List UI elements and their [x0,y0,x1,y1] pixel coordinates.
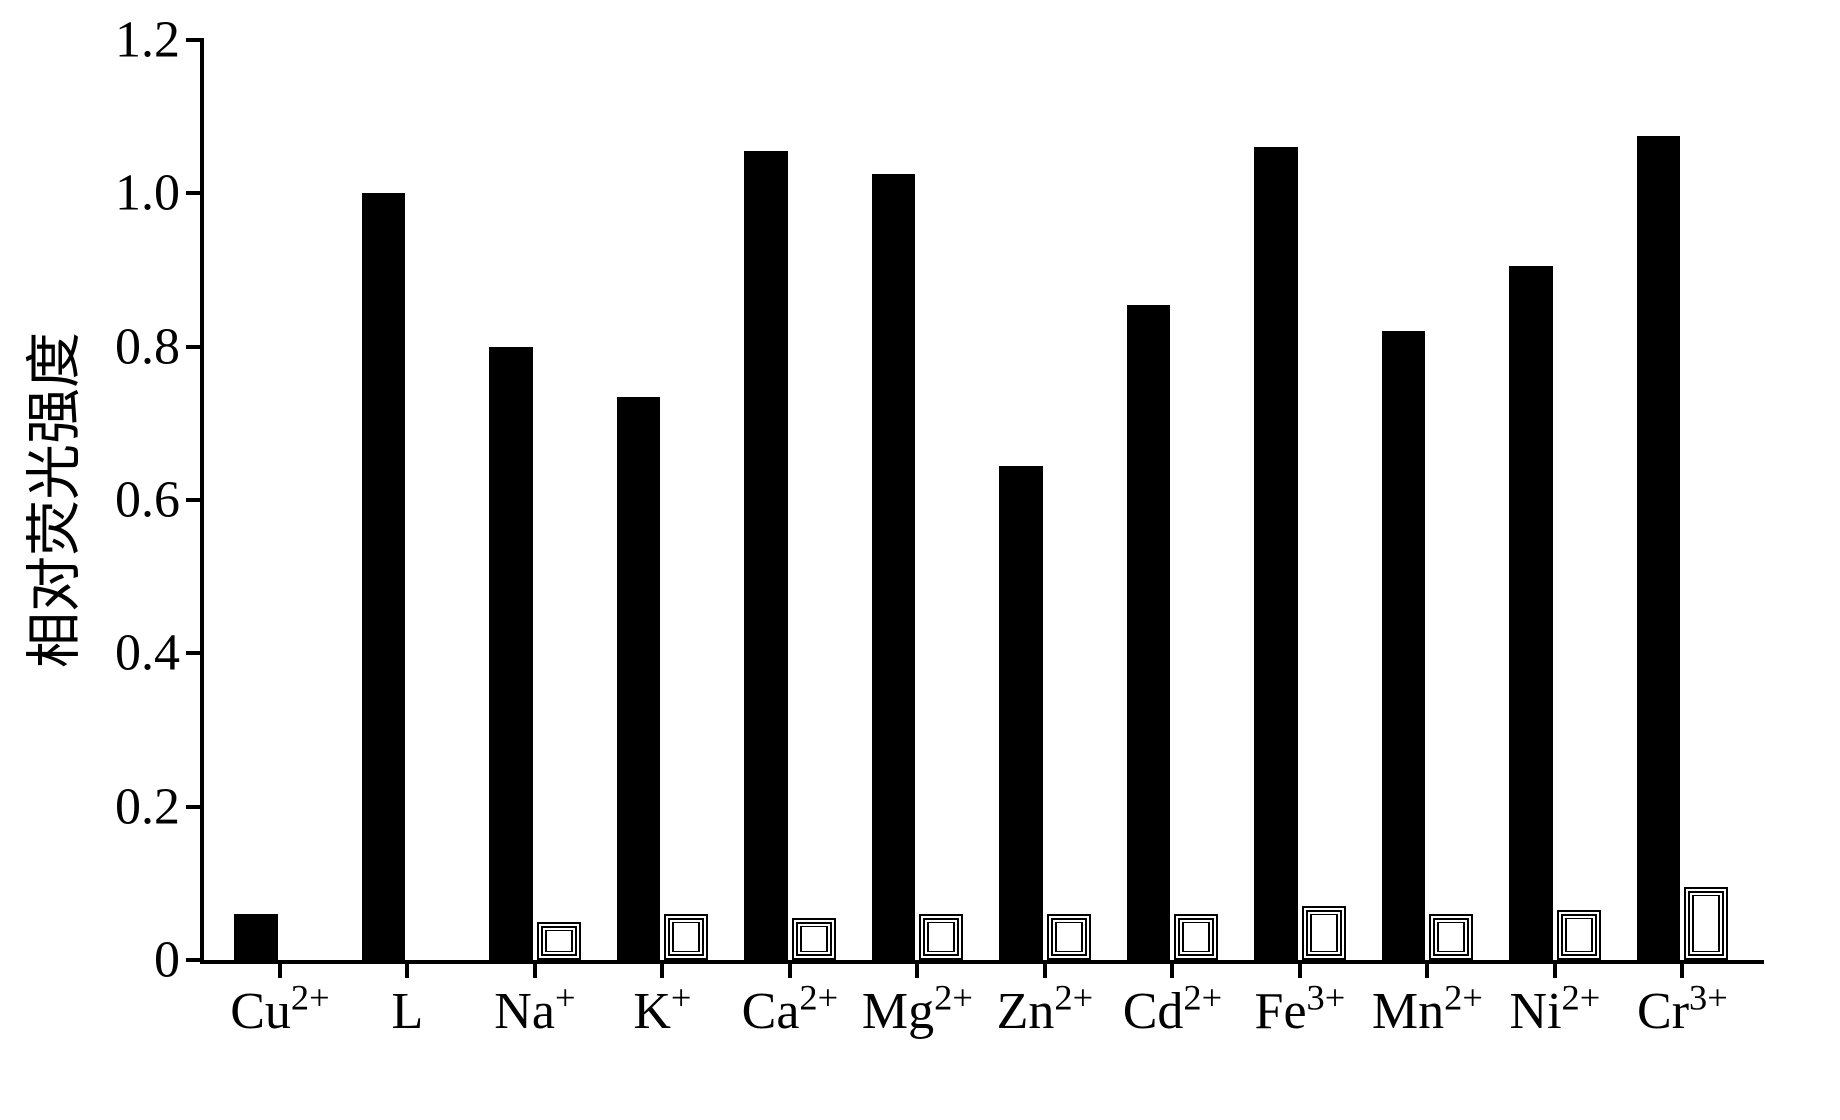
bar-solid [1509,266,1553,960]
xtick-label: Cd2+ [1123,982,1222,1041]
xtick-label: Cu2+ [230,982,329,1041]
ytick [186,958,204,962]
xtick-label: Cr3+ [1637,982,1728,1041]
xtick [405,960,409,978]
xtick [1553,960,1557,978]
xtick-label: L [392,982,424,1041]
bar-hatched [1684,887,1728,960]
bar-hatched [792,918,836,960]
bar-hatched [1302,906,1346,960]
xtick-label: K+ [633,982,691,1041]
bar-hatched [537,922,581,960]
ytick [186,498,204,502]
xtick [915,960,919,978]
xtick-label: Mn2+ [1372,982,1483,1041]
bar-solid [489,347,533,960]
xtick [278,960,282,978]
bar-solid [1637,136,1681,960]
bar-solid [362,193,406,960]
ytick-label: 0.8 [115,317,180,376]
bar-solid [744,151,788,960]
y-axis-label: 相对荧光强度 [10,332,91,668]
xtick-label: Mg2+ [862,982,973,1041]
ytick-label: 0 [154,931,180,990]
bar-solid [1127,305,1171,961]
xtick [788,960,792,978]
xtick [1680,960,1684,978]
xtick [1298,960,1302,978]
ytick [186,805,204,809]
bar-solid [617,397,661,961]
bar-hatched [1047,914,1091,960]
bar-hatched [1174,914,1218,960]
ytick-label: 0.6 [115,471,180,530]
xtick [1043,960,1047,978]
xtick [660,960,664,978]
xtick-label: Na+ [494,982,575,1041]
bar-solid [999,466,1043,961]
xtick [1170,960,1174,978]
bar-chart: 0 0.2 0.4 0.6 0.8 1.0 1.2 Cu2+ L Na+ K+ Ca2+ Mg2+ Zn2… [0,0,1840,1120]
xtick-label: Zn2+ [997,982,1093,1041]
ytick [186,345,204,349]
bar-hatched [664,914,708,960]
bar-solid [1382,331,1426,960]
xtick [533,960,537,978]
xtick [1425,960,1429,978]
ytick-label: 1.2 [115,11,180,70]
xtick-label: Ca2+ [742,982,838,1041]
bar-solid [872,174,916,960]
ytick-label: 1.0 [115,164,180,223]
ytick [186,651,204,655]
bar-hatched [919,914,963,960]
xtick-label: Fe3+ [1255,982,1346,1041]
bar-hatched [1557,910,1601,960]
ytick-label: 0.4 [115,624,180,683]
xtick-label: Ni2+ [1510,982,1601,1041]
ytick [186,191,204,195]
ytick-label: 0.2 [115,777,180,836]
bar-hatched [1429,914,1473,960]
bar-solid [234,914,278,960]
plot-area: 00.20.40.60.81.01.2Cu2+LNa+K+Ca2+Mg2+Zn2… [200,40,1764,964]
ytick [186,38,204,42]
bar-solid [1254,147,1298,960]
